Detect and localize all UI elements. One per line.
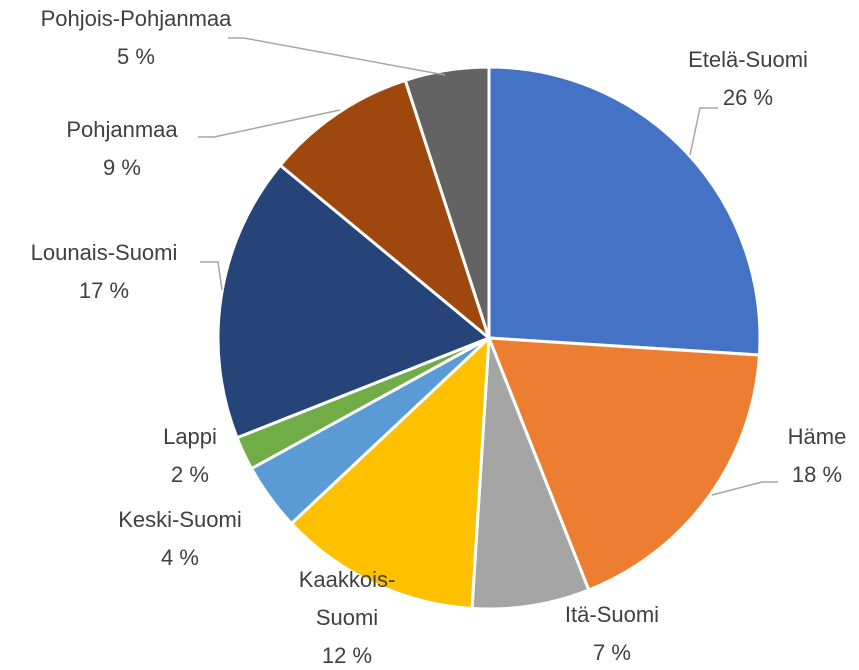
pie-slice bbox=[216, 163, 491, 440]
category-label: Häme bbox=[787, 424, 847, 449]
data-label: Lounais-Suomi 17 % bbox=[4, 234, 204, 310]
leader-line bbox=[198, 109, 341, 138]
data-label: Itä-Suomi 7 % bbox=[532, 596, 692, 670]
data-label: Etelä-Suomi 26 % bbox=[648, 41, 848, 117]
data-label: Pohjanmaa 9 % bbox=[42, 111, 202, 187]
pie-slice bbox=[470, 336, 591, 611]
value-label: 12 % bbox=[321, 643, 373, 668]
pie-slice bbox=[278, 78, 491, 340]
leader-line bbox=[200, 261, 223, 291]
category-label: Lappi bbox=[163, 424, 217, 449]
value-label: 5 % bbox=[117, 44, 155, 69]
category-label: Keski-Suomi bbox=[118, 507, 242, 532]
value-label: 4 % bbox=[161, 545, 199, 570]
value-label: 17 % bbox=[78, 278, 130, 303]
value-label: 18 % bbox=[791, 462, 843, 487]
value-label: 26 % bbox=[722, 85, 774, 110]
pie-slice bbox=[487, 336, 761, 592]
data-label: Pohjois-Pohjanmaa 5 % bbox=[6, 0, 266, 76]
category-label: Itä-Suomi bbox=[564, 602, 660, 627]
value-label: 2 % bbox=[171, 462, 209, 487]
value-label: 9 % bbox=[103, 155, 141, 180]
category-label: Etelä-Suomi bbox=[688, 47, 808, 72]
category-label: Kaakkois-Suomi bbox=[298, 567, 396, 630]
data-label: Keski-Suomi 4 % bbox=[90, 501, 270, 577]
pie-slice bbox=[487, 65, 762, 357]
leader-line bbox=[689, 107, 718, 156]
pie-slice bbox=[403, 65, 491, 340]
leader-line bbox=[711, 481, 778, 496]
value-label: 7 % bbox=[593, 640, 631, 665]
pie-slice bbox=[289, 336, 491, 610]
category-label: Pohjanmaa bbox=[66, 117, 178, 142]
leader-line bbox=[228, 37, 446, 76]
data-label: Kaakkois-Suomi 12 % bbox=[282, 561, 412, 670]
data-label: Lappi 2 % bbox=[140, 418, 240, 494]
category-label: Pohjois-Pohjanmaa bbox=[40, 6, 232, 31]
category-label: Lounais-Suomi bbox=[30, 240, 178, 265]
data-label: Häme 18 % bbox=[757, 418, 859, 494]
